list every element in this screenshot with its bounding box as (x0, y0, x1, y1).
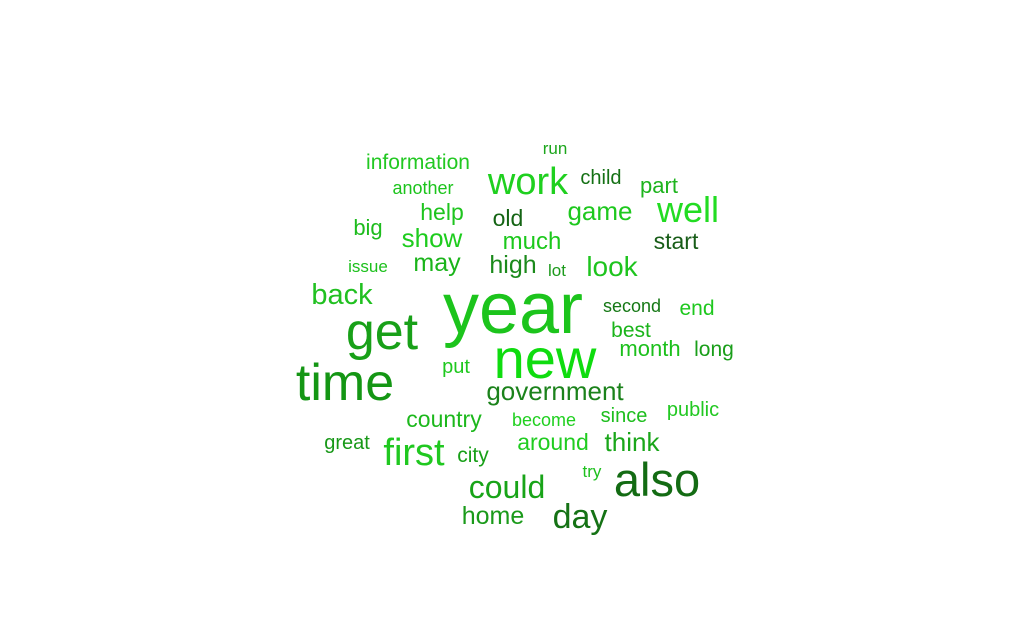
word-country: country (406, 406, 482, 432)
word-day: day (553, 498, 608, 536)
word-around: around (517, 429, 589, 455)
word-part: part (640, 173, 678, 198)
word-city: city (457, 444, 489, 467)
word-old: old (493, 205, 524, 231)
word-show: show (402, 223, 463, 253)
word-work: work (487, 161, 569, 203)
word-year: year (443, 269, 583, 349)
word-may: may (413, 249, 461, 277)
word-also: also (614, 453, 700, 506)
word-child: child (580, 167, 621, 189)
word-new: new (494, 327, 597, 390)
word-second: second (603, 296, 661, 316)
word-lot: lot (548, 261, 566, 280)
word-best: best (611, 319, 651, 342)
word-well: well (656, 189, 719, 230)
word-back: back (311, 279, 373, 311)
word-get: get (346, 303, 419, 361)
word-start: start (654, 228, 699, 254)
word-big: big (353, 215, 382, 240)
word-information: information (366, 151, 470, 174)
word-issue: issue (348, 257, 388, 276)
word-look: look (586, 251, 638, 282)
word-help: help (420, 199, 463, 225)
word-put: put (442, 356, 470, 378)
word-home: home (462, 502, 525, 530)
word-month: month (619, 336, 680, 361)
word-game: game (567, 196, 632, 226)
word-government: government (486, 376, 624, 406)
word-much: much (503, 228, 562, 255)
word-since: since (601, 405, 648, 427)
word-another: another (392, 178, 453, 198)
word-think: think (605, 427, 661, 457)
word-long: long (694, 338, 734, 361)
word-run: run (543, 139, 568, 158)
word-could: could (469, 469, 546, 505)
word-great: great (324, 432, 370, 454)
word-try: try (583, 462, 602, 481)
word-time: time (296, 354, 394, 412)
word-first: first (383, 432, 445, 474)
word-end: end (679, 297, 714, 320)
word-high: high (489, 251, 536, 279)
word-become: become (512, 410, 576, 430)
word-public: public (667, 399, 719, 421)
